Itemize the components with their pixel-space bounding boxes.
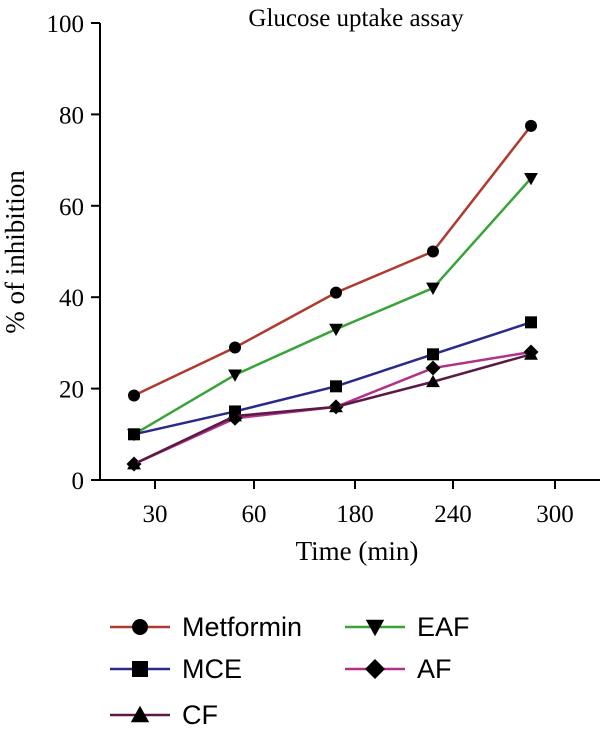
legend-item-eaf: EAF [345,612,470,642]
data-point [128,428,140,441]
data-point [229,341,241,354]
data-point [228,409,242,422]
legend-marker [132,619,148,635]
legend-label: EAF [417,612,470,642]
series-line [133,177,532,436]
data-point [425,360,441,376]
legend-item-mce: MCE [110,654,242,684]
legend-label: AF [417,654,452,684]
series-metformin [128,119,537,402]
y-tick-label: 20 [59,377,84,404]
x-tick-label: 180 [336,501,374,528]
legend-item-af: AF [345,654,452,684]
y-tick-label: 0 [72,468,85,495]
y-tick-label: 60 [59,194,84,221]
plot-area [126,119,539,472]
data-point [329,323,343,337]
series-cf [127,347,538,470]
data-point [128,389,140,402]
axes: 0 20 40 60 80 100 30 60 180 240 300 [47,11,600,528]
chart-title: Glucose uptake assay [248,5,464,32]
series-eaf [127,172,538,442]
data-point [330,286,342,299]
y-tick-label: 40 [59,285,84,312]
legend-marker [365,619,385,637]
data-point [426,282,440,295]
legend-item-cf: CF [110,700,218,730]
y-tick-label: 80 [59,102,84,129]
data-point [524,172,538,186]
legend-label: CF [182,700,218,730]
series-mce [128,316,537,441]
y-axis-label: % of inhibition [0,170,30,334]
legend: Metformin MCE CF EAF AF [110,612,470,730]
legend-label: MCE [182,654,242,684]
data-point [329,399,343,413]
data-point [525,316,537,329]
legend-marker [365,659,385,679]
x-tick-label: 300 [536,501,574,528]
x-tick-label: 60 [242,501,267,528]
data-point [330,380,342,393]
data-point [524,347,538,360]
data-point [427,348,439,361]
data-point [427,245,439,258]
legend-marker [130,705,150,723]
x-tick-label: 240 [434,501,472,528]
legend-label: Metformin [182,612,302,642]
data-point [127,457,141,470]
series-line [133,321,532,436]
data-point [525,119,537,132]
data-point [426,374,440,388]
series-line [133,125,532,397]
legend-marker [132,661,148,677]
x-axis-label: Time (min) [296,536,419,566]
legend-item-metformin: Metformin [110,612,302,642]
y-tick-label: 100 [47,11,85,38]
x-tick-label: 30 [143,501,168,528]
data-point [228,369,242,382]
